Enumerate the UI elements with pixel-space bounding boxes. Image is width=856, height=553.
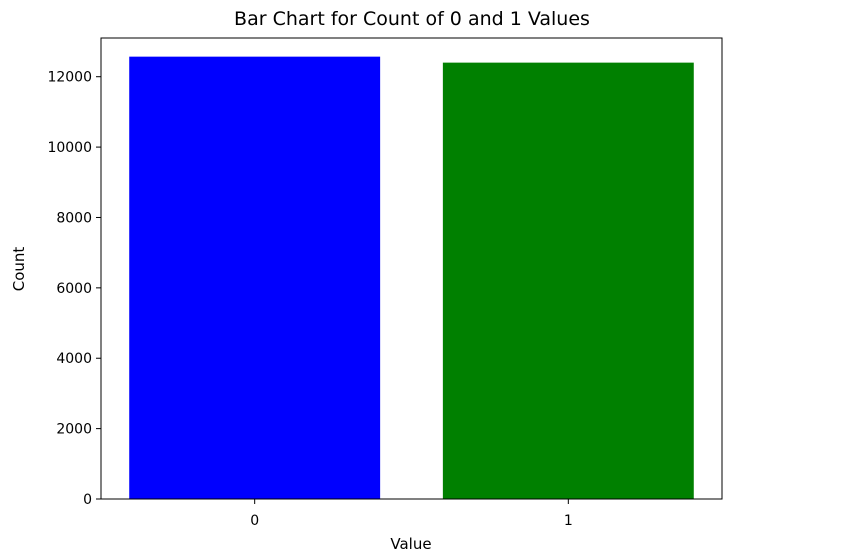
y-tick-label: 4000 bbox=[56, 351, 92, 367]
y-axis-ticks: 0 2000 4000 6000 8000 10000 12000 bbox=[47, 70, 101, 508]
plot-frame bbox=[100, 37, 723, 500]
bar-0 bbox=[129, 56, 381, 499]
y-tick-label: 6000 bbox=[56, 281, 92, 297]
y-tick-label: 2000 bbox=[56, 422, 92, 438]
y-tick-label: 12000 bbox=[47, 70, 92, 86]
x-tick-label: 0 bbox=[250, 513, 259, 529]
y-tick-label: 8000 bbox=[56, 210, 92, 226]
bar-1 bbox=[442, 62, 694, 500]
y-tick-label: 0 bbox=[83, 492, 92, 508]
x-tick-label: 1 bbox=[564, 513, 573, 529]
chart-title: Bar Chart for Count of 0 and 1 Values bbox=[234, 8, 590, 30]
bars-group bbox=[129, 56, 694, 500]
x-axis-label: Value bbox=[390, 535, 431, 553]
y-tick-label: 10000 bbox=[47, 140, 92, 156]
y-axis-label: Count bbox=[10, 247, 28, 292]
